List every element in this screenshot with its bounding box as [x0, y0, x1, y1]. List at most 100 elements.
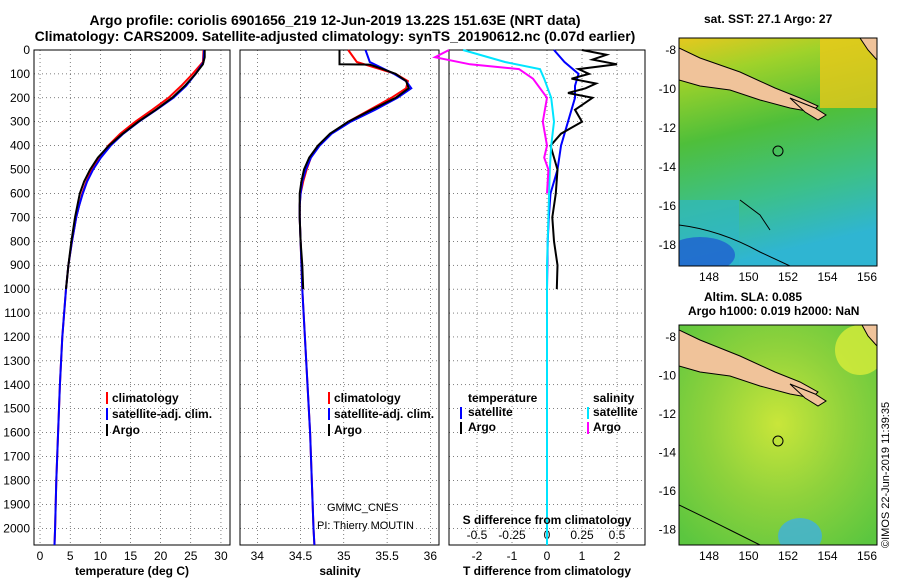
map-x-tick-label: 156	[857, 270, 877, 284]
map-x-tick-label: 150	[738, 270, 758, 284]
depth-tick-label: 1800	[3, 473, 30, 487]
x-tick-label: 35.5	[375, 549, 399, 563]
argo-location-marker	[772, 435, 784, 447]
argo-location-marker	[772, 145, 784, 157]
depth-tick-label: 200	[10, 91, 30, 105]
temperature-panel: 0 5 10 15 20 25 30	[34, 49, 230, 563]
legend-s-argo: Argo	[593, 420, 621, 434]
depth-tick-label: 900	[10, 258, 30, 272]
secondary-x-tick-label: -0.5	[467, 528, 488, 542]
map-y-tick-label: -12	[659, 407, 677, 421]
series-line-argo	[65, 50, 206, 290]
difference-legend-salinity: salinity satellite Argo	[587, 391, 638, 434]
salinity-legend: climatology satellite-adj. clim. Argo	[328, 391, 434, 437]
depth-tick-label: 1600	[3, 426, 30, 440]
map-x-tick-label: 148	[699, 549, 719, 563]
x-tick-label: 5	[67, 549, 74, 563]
map-x-tick-label: 152	[778, 270, 798, 284]
chart-title-line2: Climatology: CARS2009. Satellite-adjuste…	[34, 28, 636, 44]
sla-map-title-line2: Argo h1000: 0.019 h2000: NaN	[688, 304, 860, 318]
chart-title-line1: Argo profile: coriolis 6901656_219 12-Ju…	[89, 12, 581, 28]
x-tick-label: 2	[614, 549, 621, 563]
legend-t-argo: Argo	[468, 420, 496, 434]
depth-tick-label: 500	[10, 163, 30, 177]
credit-pi: PI: Thierry MOUTIN	[317, 520, 414, 532]
map-x-tick-label: 156	[857, 549, 877, 563]
series-line-climatology	[53, 49, 205, 546]
sla-map-frame	[678, 324, 878, 546]
depth-tick-label: 2000	[3, 521, 30, 535]
x-tick-label: 10	[94, 549, 108, 563]
salinity-xlabel: salinity	[319, 564, 361, 578]
depth-tick-label: 800	[10, 234, 30, 248]
map-y-tick-label: -12	[659, 121, 677, 135]
x-tick-label: 36	[424, 549, 438, 563]
depth-tick-label: 1000	[3, 282, 30, 296]
map-y-tick-label: -10	[659, 82, 677, 96]
map-y-tick-label: -16	[659, 199, 677, 213]
salinity-panel-frame	[239, 49, 440, 546]
depth-tick-label: 1100	[4, 306, 30, 320]
map-y-tick-label: -18	[659, 238, 677, 252]
map-x-tick-label: 154	[817, 549, 837, 563]
temperature-legend: climatology satellite-adj. clim. Argo	[106, 391, 212, 437]
credit-gmmc: GMMC_CNES	[327, 502, 399, 514]
map-y-tick-label: -14	[659, 446, 677, 460]
secondary-x-tick-label: 0.5	[609, 528, 626, 542]
x-tick-label: -2	[472, 549, 483, 563]
x-tick-label: -1	[507, 549, 518, 563]
depth-tick-label: 1900	[3, 497, 30, 511]
sst-map-title: sat. SST: 27.1 Argo: 27	[704, 12, 833, 26]
series-line-s-satellite	[462, 49, 556, 545]
legend-satellite: satellite-adj. clim.	[334, 407, 434, 421]
series-line-t-argo	[549, 49, 618, 290]
x-tick-label: 1	[579, 549, 586, 563]
x-tick-label: 15	[124, 549, 138, 563]
legend-t-satellite: satellite	[468, 405, 513, 419]
series-line-satellite-adj-clim-	[53, 49, 206, 546]
difference-xlabel: T difference from climatology	[463, 564, 631, 578]
map-y-tick-label: -14	[659, 160, 677, 174]
map-x-tick-label: 148	[699, 270, 719, 284]
temperature-panel-frame	[33, 49, 231, 546]
map-y-tick-label: -8	[665, 43, 676, 57]
difference-panel: -2 -1 0 1 2-0.5 -0.25 0 0.25 0.5	[432, 49, 645, 563]
depth-tick-label: 400	[10, 139, 30, 153]
legend-s-satellite: satellite	[593, 405, 638, 419]
difference-legend-temperature: temperature satellite Argo	[460, 391, 538, 434]
depth-tick-label: 100	[10, 67, 30, 81]
x-tick-label: 30	[214, 549, 228, 563]
x-tick-label: 34.5	[289, 549, 313, 563]
imos-stamp: ©IMOS 22-Jun-2019 11:39:35	[880, 401, 892, 548]
sla-map	[678, 324, 878, 546]
x-tick-label: 34	[251, 549, 265, 563]
series-line-climatology	[298, 49, 410, 546]
map-y-tick-label: -10	[659, 369, 677, 383]
depth-tick-label: 1400	[3, 378, 30, 392]
legend-climatology: climatology	[334, 391, 401, 405]
depth-tick-label: 1200	[3, 330, 30, 344]
x-tick-label: 35	[337, 549, 351, 563]
legend-climatology: climatology	[112, 391, 179, 405]
map-y-tick-label: -18	[659, 523, 677, 537]
map-x-tick-label: 150	[738, 549, 758, 563]
map-y-tick-label: -8	[665, 330, 676, 344]
s-difference-xlabel: S difference from climatology	[463, 513, 632, 527]
legend-satellite: satellite-adj. clim.	[112, 407, 212, 421]
sst-map	[678, 37, 878, 267]
depth-tick-label: 1500	[3, 402, 30, 416]
depth-tick-label: 600	[10, 186, 30, 200]
legend-s-header: salinity	[593, 391, 635, 405]
series-line-t-satellite	[546, 49, 580, 545]
map-x-tick-label: 154	[817, 270, 837, 284]
legend-argo: Argo	[112, 423, 140, 437]
secondary-x-tick-label: 0.25	[570, 528, 594, 542]
salinity-panel: 34 34.5 35 35.5 36	[240, 49, 439, 563]
depth-tick-label: 1700	[3, 450, 30, 464]
sla-map-title-line1: Altim. SLA: 0.085	[704, 290, 803, 304]
legend-argo: Argo	[334, 423, 362, 437]
map-x-tick-label: 152	[778, 549, 798, 563]
temperature-xlabel: temperature (deg C)	[75, 564, 189, 578]
map-axes: 148 150 152 154 156 -8 -10 -12 -14 -16 -18 148 150 15…	[659, 43, 878, 563]
